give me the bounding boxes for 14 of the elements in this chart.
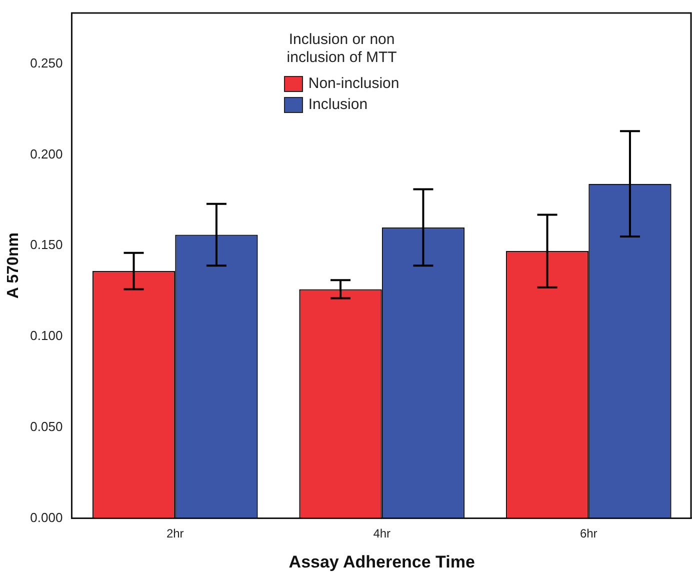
x-tick-label: 6hr	[580, 526, 598, 541]
y-tick-label: 0.050	[30, 418, 63, 434]
x-axis-title: Assay Adherence Time	[288, 552, 475, 572]
legend-title: Inclusion or non inclusion of MTT	[286, 31, 398, 67]
y-tick-label: 0.150	[30, 237, 63, 252]
y-tick-label: 0.000	[30, 510, 63, 525]
legend-label: Non-inclusion	[308, 74, 400, 92]
y-tick-label: 0.100	[30, 328, 63, 344]
y-axis-title: A 570nm	[5, 232, 22, 299]
y-tick-label: 0.250	[30, 55, 63, 70]
x-tick-label: 4hr	[373, 526, 391, 541]
x-tick-label: 2hr	[166, 526, 184, 541]
y-tick-label: 0.200	[30, 146, 63, 162]
legend-label: Inclusion	[308, 96, 368, 114]
